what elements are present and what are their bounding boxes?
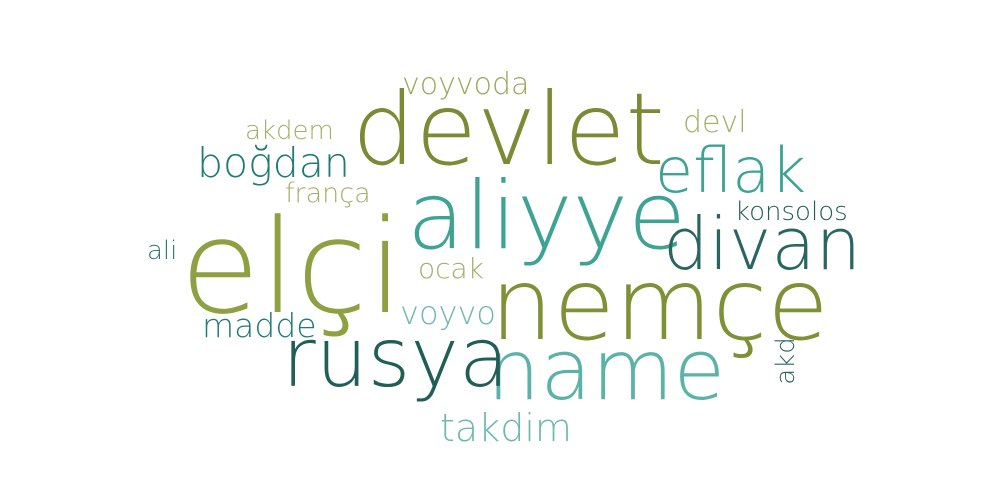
word-divan: divan: [663, 202, 862, 286]
word-voyvo: voyvo: [400, 294, 496, 332]
word-madde: madde: [202, 306, 317, 345]
word-akdem: akdem: [245, 116, 334, 146]
word-rusya: rusya: [282, 311, 510, 406]
word-devlet: devlet: [352, 71, 665, 188]
word-akd: akd: [770, 337, 801, 385]
word-elci: elçi: [180, 191, 404, 343]
word-eflak: eflak: [655, 134, 807, 207]
word-ali: ali: [147, 236, 178, 266]
word-nemce: nemçe: [490, 246, 829, 363]
word-konsolos: konsolos: [735, 197, 848, 227]
word-ocak: ocak: [418, 252, 484, 285]
word-voyvoda: voyvoda: [402, 67, 530, 102]
word-aliyye: aliyye: [407, 162, 686, 271]
word-franca: frança: [285, 178, 371, 209]
word-name: name: [487, 321, 726, 419]
word-takdim: takdim: [440, 406, 572, 450]
word-devl: devl: [683, 105, 747, 140]
word-bogdan: boğdan: [197, 139, 350, 187]
